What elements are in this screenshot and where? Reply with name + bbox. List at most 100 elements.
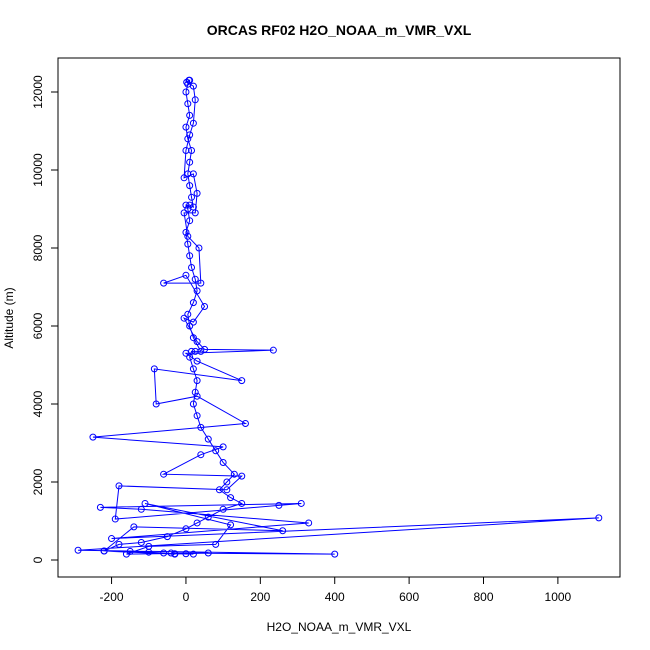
data-point (279, 527, 287, 535)
data-point (195, 244, 203, 252)
data-point (186, 252, 194, 260)
x-tick-label: 1000 (545, 590, 572, 604)
data-point (215, 486, 223, 494)
data-point (180, 209, 188, 217)
data-point (182, 550, 190, 558)
data-point (115, 540, 123, 548)
data-point (227, 494, 235, 502)
data-point (197, 423, 205, 431)
data-point (186, 182, 194, 190)
data-point (96, 503, 104, 511)
data-point (189, 400, 197, 408)
data-point (193, 392, 201, 400)
data-point (193, 357, 201, 365)
data-point (186, 131, 194, 139)
data-point (219, 443, 227, 451)
y-tick-label: 12000 (31, 75, 45, 109)
chart-title: ORCAS RF02 H2O_NOAA_m_VMR_VXL (207, 22, 472, 38)
data-point (197, 279, 205, 287)
y-tick-label: 6000 (31, 312, 45, 339)
data-point (297, 499, 305, 507)
data-point (595, 514, 603, 522)
data-point (238, 377, 246, 385)
data-point (212, 540, 220, 548)
data-point (189, 334, 197, 342)
data-point (191, 275, 199, 283)
data-point (145, 542, 153, 550)
data-point (108, 535, 116, 543)
data-point (193, 189, 201, 197)
data-point (193, 377, 201, 385)
data-point (122, 550, 130, 558)
x-tick-label: 600 (399, 590, 419, 604)
data-point (189, 82, 197, 90)
y-tick-label: 4000 (31, 390, 45, 417)
data-point (188, 193, 196, 201)
data-point (184, 232, 192, 240)
data-point (191, 209, 199, 217)
data-point (89, 433, 97, 441)
data-point (184, 135, 192, 143)
data-point (180, 314, 188, 322)
data-point (182, 123, 190, 131)
data-point (188, 264, 196, 272)
data-point (182, 271, 190, 279)
data-point (193, 287, 201, 295)
data-point (305, 519, 313, 527)
data-point (223, 478, 231, 486)
data-point (227, 521, 235, 529)
data-point (163, 533, 171, 541)
data-point (331, 550, 339, 558)
data-point (74, 546, 82, 554)
data-point (197, 451, 205, 459)
data-point (184, 310, 192, 318)
data-point (182, 88, 190, 96)
data-point (204, 435, 212, 443)
y-tick-label: 2000 (31, 468, 45, 495)
data-point (160, 279, 168, 287)
data-point (204, 513, 212, 521)
data-point (275, 501, 283, 509)
y-tick-label: 0 (31, 556, 45, 563)
data-point (141, 499, 149, 507)
data-point (186, 158, 194, 166)
data-point (212, 447, 220, 455)
data-point (189, 550, 197, 558)
plot-frame (57, 57, 621, 578)
data-point (230, 470, 238, 478)
x-axis-label: H2O_NOAA_m_VMR_VXL (267, 620, 412, 634)
data-point (223, 486, 231, 494)
data-point (189, 170, 197, 178)
data-point (189, 119, 197, 127)
data-point (193, 519, 201, 527)
data-point (183, 78, 191, 86)
data-point (152, 400, 160, 408)
data-point (204, 549, 212, 557)
data-point (115, 482, 123, 490)
data-point (182, 349, 190, 357)
x-tick-label: 0 (183, 590, 190, 604)
data-point (160, 470, 168, 478)
x-tick-label: -200 (100, 590, 124, 604)
y-tick-label: 10000 (31, 153, 45, 187)
x-tick-label: 400 (325, 590, 345, 604)
data-point (197, 347, 205, 355)
data-point (182, 228, 190, 236)
data-point (193, 412, 201, 420)
data-point (191, 96, 199, 104)
data-point (238, 472, 246, 480)
data-point (241, 419, 249, 427)
data-point (191, 388, 199, 396)
data-point (186, 201, 194, 209)
y-tick-label: 8000 (31, 234, 45, 261)
data-point (186, 111, 194, 119)
data-point (100, 547, 108, 555)
data-point (111, 515, 119, 523)
data-point (185, 76, 193, 84)
data-point (160, 549, 168, 557)
data-point (137, 538, 145, 546)
data-point (171, 550, 179, 558)
data-point (201, 345, 209, 353)
data-point (182, 147, 190, 155)
data-point (130, 523, 138, 531)
